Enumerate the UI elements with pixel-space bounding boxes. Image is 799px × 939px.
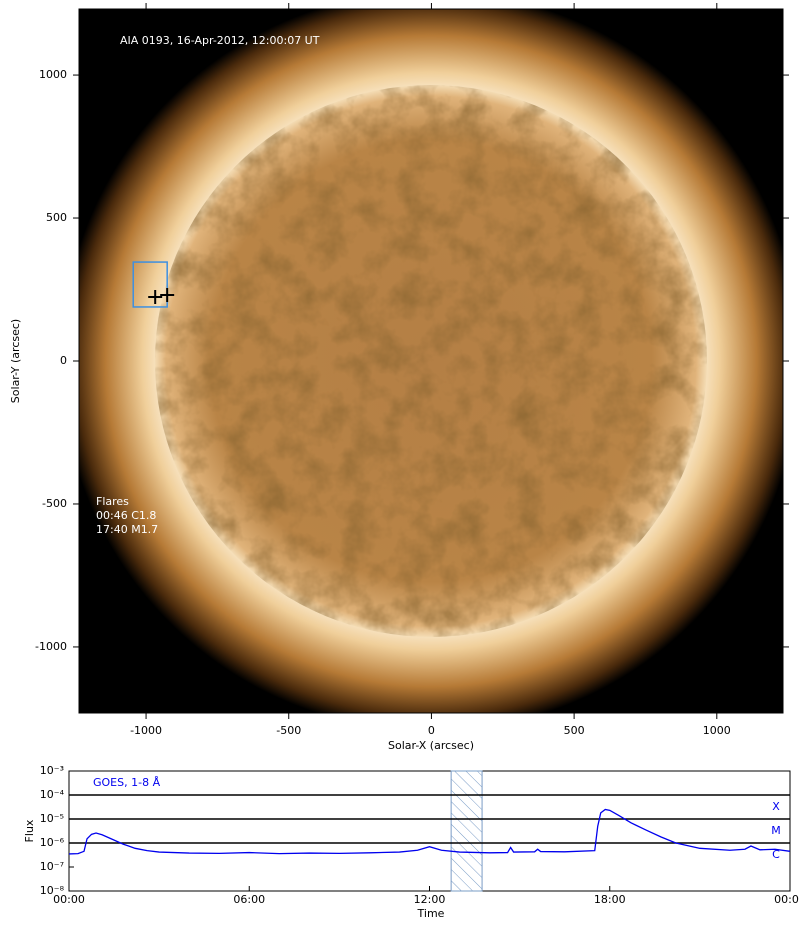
legend-entry: GOES, 1-8 Å bbox=[93, 776, 161, 789]
x-tick-label: -500 bbox=[276, 724, 301, 737]
cross-marker bbox=[148, 289, 163, 304]
disk-texture bbox=[155, 85, 707, 637]
y-axis-label: Solar-Y (arcsec) bbox=[9, 319, 22, 403]
y-tick-label: 10⁻⁶ bbox=[40, 836, 65, 849]
x-tick-label: 0 bbox=[428, 724, 435, 737]
x-tick-label: 00:00 bbox=[774, 893, 799, 906]
x-tick-label: 1000 bbox=[703, 724, 731, 737]
y-tick-label: -500 bbox=[42, 497, 67, 510]
y-axis-label: Flux bbox=[23, 819, 36, 842]
y-tick-label: 10⁻⁷ bbox=[40, 860, 64, 873]
x-tick-label: 06:00 bbox=[233, 893, 265, 906]
y-tick-label: 0 bbox=[60, 354, 67, 367]
y-tick-label: 10⁻³ bbox=[40, 764, 64, 777]
y-tick-label: 1000 bbox=[39, 68, 67, 81]
data-line bbox=[68, 808, 791, 855]
y-tick-label: 500 bbox=[46, 211, 67, 224]
plot-frame bbox=[68, 770, 791, 892]
reference-label: M bbox=[771, 824, 781, 837]
image-title: AIA 0193, 16-Apr-2012, 12:00:07 UT bbox=[120, 34, 320, 47]
y-tick-label: 10⁻⁸ bbox=[40, 884, 65, 897]
x-tick-label: 00:00 bbox=[53, 893, 85, 906]
x-tick-label: -1000 bbox=[130, 724, 162, 737]
reference-label: C bbox=[772, 848, 780, 861]
annotation: 00:46 C1.8 bbox=[96, 509, 156, 522]
region-box bbox=[132, 261, 168, 308]
highlight-span bbox=[450, 770, 483, 892]
y-tick-label: -1000 bbox=[35, 640, 67, 653]
x-tick-label: 12:00 bbox=[414, 893, 446, 906]
cross-marker bbox=[160, 287, 175, 302]
y-tick-label: 10⁻⁵ bbox=[40, 812, 64, 825]
annotation: Flares bbox=[96, 495, 129, 508]
y-tick-label: 10⁻⁴ bbox=[40, 788, 65, 801]
x-axis-label: Solar-X (arcsec) bbox=[388, 739, 474, 752]
x-tick-label: 18:00 bbox=[594, 893, 626, 906]
x-tick-label: 500 bbox=[564, 724, 585, 737]
annotation: 17:40 M1.7 bbox=[96, 523, 158, 536]
sun-image bbox=[79, 9, 783, 713]
x-axis-label: Time bbox=[417, 907, 445, 920]
reference-label: X bbox=[772, 800, 780, 813]
